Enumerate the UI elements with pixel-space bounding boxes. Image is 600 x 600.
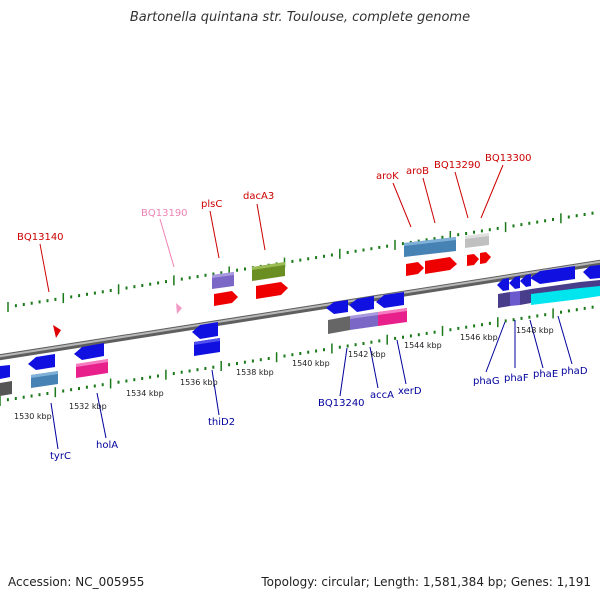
pseudo-leader-line bbox=[159, 218, 175, 268]
forward-gene-labels: BQ13140 BQ13190 plsC dacA3 aroK aroB BQ1… bbox=[17, 153, 532, 243]
label-bq13190[interactable]: BQ13190 bbox=[141, 208, 188, 219]
label-arok[interactable]: aroK bbox=[376, 171, 399, 182]
genome-backbone bbox=[0, 259, 600, 361]
gene-bq13300[interactable] bbox=[480, 252, 491, 264]
label-phaf[interactable]: phaF bbox=[504, 373, 529, 384]
scale-label: 1542 kbp bbox=[348, 350, 386, 359]
gene-tyrc[interactable] bbox=[28, 354, 58, 388]
scale-label: 1536 kbp bbox=[180, 378, 218, 387]
gene-bq13290[interactable] bbox=[465, 233, 489, 266]
label-phad[interactable]: phaD bbox=[561, 366, 588, 377]
label-plsc[interactable]: plsC bbox=[201, 199, 222, 210]
label-phae[interactable]: phaE bbox=[533, 369, 558, 380]
gene-phag[interactable] bbox=[497, 278, 510, 308]
gene-thid2[interactable] bbox=[192, 322, 220, 356]
label-hola[interactable]: holA bbox=[96, 440, 118, 451]
genome-title: Bartonella quintana str. Toulouse, compl… bbox=[129, 10, 471, 25]
label-tyrc[interactable]: tyrC bbox=[50, 451, 71, 462]
label-acca[interactable]: accA bbox=[370, 390, 394, 401]
scale-labels: 1530 kbp 1532 kbp 1534 kbp 1536 kbp 1538… bbox=[14, 326, 554, 421]
gene-bq13190[interactable] bbox=[176, 303, 182, 314]
scale-label: 1530 kbp bbox=[14, 412, 52, 421]
label-bq13240[interactable]: BQ13240 bbox=[318, 398, 365, 409]
label-thid2[interactable]: thiD2 bbox=[208, 417, 235, 428]
gene-partial-right[interactable] bbox=[580, 265, 600, 299]
reverse-gene-labels: tyrC holA thiD2 BQ13240 accA xerD phaG p… bbox=[50, 366, 588, 462]
gene-xerd[interactable] bbox=[376, 292, 407, 326]
gene-acca[interactable] bbox=[349, 296, 378, 330]
scale-label: 1538 kbp bbox=[236, 368, 274, 377]
forward-leader-lines bbox=[39, 164, 504, 293]
scale-label: 1532 kbp bbox=[69, 402, 107, 411]
scale-label: 1546 kbp bbox=[460, 333, 498, 342]
gene-phae[interactable] bbox=[520, 274, 531, 305]
label-bq13290[interactable]: BQ13290 bbox=[434, 160, 481, 171]
label-arob[interactable]: aroB bbox=[406, 166, 429, 177]
gene-arok[interactable] bbox=[404, 237, 456, 276]
gene-hola[interactable] bbox=[74, 343, 108, 378]
label-xerd[interactable]: xerD bbox=[398, 386, 422, 397]
label-bq13300[interactable]: BQ13300 bbox=[485, 153, 532, 164]
accession-text: Accession: NC_005955 bbox=[8, 575, 145, 589]
scale-label: 1534 kbp bbox=[126, 389, 164, 398]
scale-label: 1548 kbp bbox=[516, 326, 554, 335]
gene-bq13140[interactable] bbox=[53, 325, 61, 338]
reverse-strand-genes bbox=[0, 265, 600, 396]
gene-phad[interactable] bbox=[530, 266, 580, 305]
label-bq13140[interactable]: BQ13140 bbox=[17, 232, 64, 243]
gene-arob[interactable] bbox=[425, 257, 457, 274]
topology-text: Topology: circular; Length: 1,581,384 bp… bbox=[261, 575, 591, 589]
gene-phaf[interactable] bbox=[509, 276, 520, 306]
gene-partial-left-2[interactable] bbox=[0, 381, 12, 396]
gene-plsc[interactable] bbox=[212, 272, 238, 306]
forward-strand-genes bbox=[53, 233, 491, 338]
scale-label: 1544 kbp bbox=[404, 341, 442, 350]
label-phag[interactable]: phaG bbox=[473, 376, 500, 387]
gene-bq13240[interactable] bbox=[326, 300, 350, 334]
tick-tracks bbox=[0, 211, 594, 406]
gene-partial-left[interactable] bbox=[0, 365, 10, 379]
gene-daca3[interactable] bbox=[252, 262, 288, 299]
label-daca3[interactable]: dacA3 bbox=[243, 191, 274, 202]
reverse-leader-lines bbox=[50, 315, 573, 450]
scale-label: 1540 kbp bbox=[292, 359, 330, 368]
